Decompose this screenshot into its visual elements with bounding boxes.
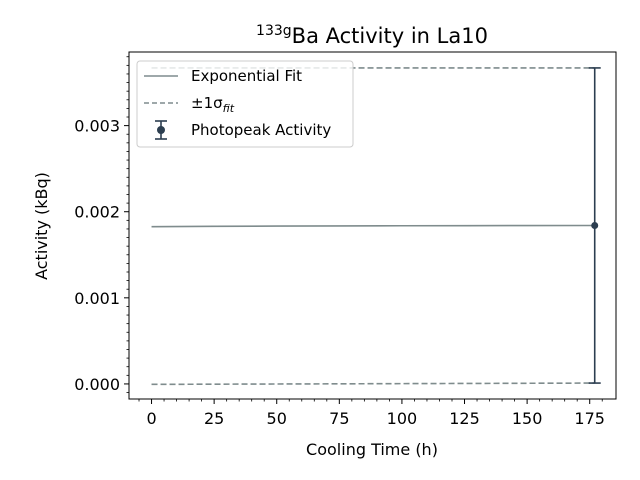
legend-fit-label: Exponential Fit: [191, 67, 302, 85]
x-tick-label: 25: [204, 409, 224, 428]
legend-sigma-prefix: ±1σ: [191, 94, 223, 112]
y-tick-label: 0.001: [74, 289, 120, 308]
x-tick-label: 75: [329, 409, 349, 428]
y-tick-label: 0.002: [74, 203, 120, 222]
x-tick-label: 50: [267, 409, 287, 428]
chart-title-superscript: 133g: [256, 23, 292, 39]
legend-points-label: Photopeak Activity: [191, 121, 331, 139]
fit-line: [151, 224, 595, 228]
plot-area: [128, 51, 617, 400]
data-point: [591, 222, 599, 229]
x-tick-label: 125: [449, 409, 480, 428]
sigma-band-lower: [151, 382, 595, 386]
x-tick-label: 0: [146, 409, 156, 428]
y-axis-label: Activity (kBq): [32, 172, 51, 280]
y-tick-label: 0.003: [74, 117, 120, 136]
chart-title: 133gBa Activity in La10: [256, 23, 488, 48]
legend: Exponential Fit ±1σfit Photopeak Activit…: [136, 60, 354, 148]
legend-points-marker: [157, 126, 165, 134]
y-tick-label: 0.000: [74, 375, 120, 394]
x-tick-label: 150: [512, 409, 543, 428]
x-tick-label: 175: [574, 409, 605, 428]
y-axis: 0.000 0.001 0.002 0.003: [74, 56, 129, 394]
x-axis-label: Cooling Time (h): [306, 440, 438, 459]
legend-sigma-label: ±1σfit: [191, 94, 235, 115]
legend-frame: [136, 60, 354, 148]
x-tick-label: 100: [387, 409, 418, 428]
plot-frame: [128, 51, 617, 400]
legend-sigma-subscript: fit: [223, 102, 235, 115]
x-axis: 0 25 50 75 100 125 150 175: [138, 399, 605, 428]
chart-title-main: Ba Activity in La10: [292, 24, 488, 48]
